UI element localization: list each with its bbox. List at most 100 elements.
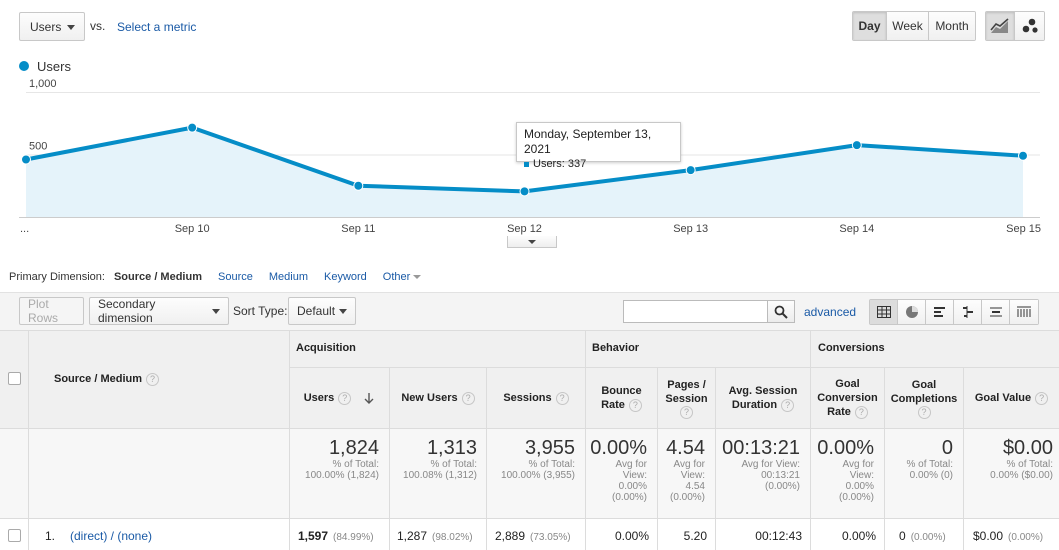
- column-goal-conversion-rate-label-1: Goal: [835, 378, 860, 390]
- row-users-pct: (84.99%): [333, 532, 374, 543]
- users-line-chart[interactable]: 1,000 500... Sep 10 Sep 11 Sep 12 Sep 13 Sep 1…: [0, 78, 1059, 238]
- total-users-value: 1,824: [328, 437, 379, 459]
- row-new-users-pct: (98.02%): [432, 532, 473, 543]
- total-goal-conversion-rate-detail-1: 0.00%: [845, 481, 874, 492]
- advanced-filter-link[interactable]: advanced: [804, 305, 857, 319]
- data-table-view-icon[interactable]: [870, 300, 898, 324]
- chart-collapse-toggle[interactable]: [507, 236, 557, 248]
- line-chart-icon[interactable]: [986, 12, 1015, 40]
- sort-descending-icon[interactable]: [363, 392, 375, 404]
- row-pages-session: 5.20: [683, 529, 707, 543]
- group-behavior: Behavior: [592, 342, 640, 354]
- column-new-users-label: New Users: [401, 392, 458, 404]
- column-goal-conversion-rate-label-2: Conversion: [817, 392, 878, 404]
- row-goal-value-pct: (0.00%): [1008, 532, 1044, 543]
- select-metric-link[interactable]: Select a metric: [117, 20, 197, 34]
- total-goal-conversion-rate-value: 0.00%: [817, 437, 874, 459]
- total-goal-conversion-rate-label-2: View:: [849, 470, 874, 481]
- total-new-users: 1,313 % of Total: 100.08% (1,312): [390, 437, 477, 481]
- row-goal-completions-value: 0: [899, 529, 906, 543]
- total-goal-completions-value: 0: [941, 437, 953, 459]
- column-sessions[interactable]: Sessions ?: [487, 368, 585, 428]
- total-goal-completions-label: % of Total:: [906, 459, 953, 470]
- table-search-input[interactable]: [623, 300, 768, 323]
- total-new-users-detail: 100.08% (1,312): [403, 470, 477, 481]
- column-source-medium-label: Source / Medium: [54, 373, 143, 385]
- column-users[interactable]: Users ?: [290, 368, 389, 428]
- total-sessions: 3,955 % of Total: 100.00% (3,955): [487, 437, 575, 481]
- total-pages-session: 4.54 Avg for View: 4.54 (0.00%): [658, 437, 705, 503]
- pivot-view-icon[interactable]: [1010, 300, 1038, 324]
- search-icon: [774, 305, 788, 319]
- help-icon[interactable]: ?: [854, 405, 868, 419]
- total-users: 1,824 % of Total: 100.00% (1,824): [290, 437, 379, 481]
- pie-chart-view-icon[interactable]: [898, 300, 926, 324]
- chart-tooltip: Monday, September 13, 2021 Users: 337: [516, 122, 681, 170]
- dimension-medium[interactable]: Medium: [268, 271, 308, 283]
- column-avg-session-duration[interactable]: Avg. Session Duration?: [716, 368, 810, 428]
- metric-select[interactable]: Users: [19, 12, 85, 41]
- total-new-users-label: % of Total:: [430, 459, 477, 470]
- help-icon[interactable]: ?: [146, 372, 160, 386]
- help-icon[interactable]: ?: [555, 391, 569, 405]
- data-point: [685, 165, 696, 176]
- total-avg-session-duration-detail-1: 00:13:21: [761, 470, 800, 481]
- help-icon[interactable]: ?: [461, 391, 475, 405]
- data-point: [353, 180, 364, 191]
- total-avg-session-duration: 00:13:21 Avg for View: 00:13:21 (0.00%): [716, 437, 800, 492]
- column-avg-session-duration-label-1: Avg. Session: [728, 385, 798, 397]
- total-sessions-value: 3,955: [524, 437, 575, 459]
- plot-rows-button[interactable]: Plot Rows: [19, 297, 84, 325]
- performance-view-icon[interactable]: [926, 300, 954, 324]
- x-tick-label: Sep 13: [673, 223, 708, 235]
- column-source-medium[interactable]: Source / Medium ?: [54, 370, 160, 388]
- comparison-view-icon[interactable]: [954, 300, 982, 324]
- total-new-users-value: 1,313: [426, 437, 477, 459]
- total-goal-value-label: % of Total:: [1006, 459, 1053, 470]
- dimension-keyword[interactable]: Keyword: [323, 271, 367, 283]
- column-new-users[interactable]: New Users ?: [390, 368, 486, 428]
- help-icon[interactable]: ?: [917, 405, 931, 419]
- day-button[interactable]: Day: [853, 12, 887, 40]
- column-pages-session-label-2: Session: [665, 392, 708, 405]
- total-goal-conversion-rate-label-1: Avg for: [842, 459, 875, 470]
- help-icon[interactable]: ?: [1035, 391, 1049, 405]
- total-avg-session-duration-value: 00:13:21: [722, 437, 800, 459]
- data-point: [519, 186, 530, 197]
- column-goal-value[interactable]: Goal Value ?: [964, 368, 1059, 428]
- row-sessions: 2,889 (73.05%): [495, 529, 571, 543]
- week-button[interactable]: Week: [887, 12, 929, 40]
- total-pages-session-label-2: View:: [680, 470, 705, 481]
- column-goal-completions[interactable]: Goal Completions ?: [885, 368, 963, 428]
- column-goal-conversion-rate[interactable]: Goal Conversion Rate?: [811, 368, 884, 428]
- select-all-checkbox[interactable]: [8, 372, 21, 385]
- row-checkbox[interactable]: [8, 529, 21, 542]
- term-cloud-view-icon[interactable]: [982, 300, 1010, 324]
- help-icon[interactable]: ?: [680, 405, 693, 419]
- data-point: [851, 140, 862, 151]
- column-goal-conversion-rate-label-3: Rate: [827, 406, 851, 418]
- dimension-source[interactable]: Source: [218, 271, 253, 283]
- row-goal-value: $0.00 (0.00%): [973, 529, 1043, 543]
- help-icon[interactable]: ?: [781, 398, 795, 412]
- secondary-dimension-select[interactable]: Secondary dimension: [89, 297, 229, 325]
- column-sessions-label: Sessions: [503, 392, 552, 404]
- total-bounce-rate-detail-2: (0.00%): [611, 492, 647, 503]
- dimension-other-label: Other: [382, 271, 411, 283]
- dimension-other-dropdown[interactable]: Other: [383, 271, 422, 283]
- total-goal-value-value: $0.00: [1002, 437, 1053, 459]
- column-bounce-rate-label-2: Rate: [601, 399, 625, 411]
- help-icon[interactable]: ?: [338, 391, 352, 405]
- y-tick-label: 500: [29, 141, 47, 153]
- help-icon[interactable]: ?: [628, 398, 642, 412]
- row-source-medium-link[interactable]: (direct) / (none): [70, 529, 153, 543]
- x-tick-label: Sep 11: [341, 223, 375, 235]
- search-button[interactable]: [767, 300, 795, 323]
- chevron-down-icon: [67, 25, 75, 30]
- table-view-buttons: [869, 299, 1039, 325]
- month-button[interactable]: Month: [929, 12, 975, 40]
- motion-chart-icon[interactable]: [1015, 12, 1044, 40]
- column-pages-session[interactable]: Pages / Session ?: [658, 368, 715, 428]
- column-bounce-rate[interactable]: Bounce Rate?: [586, 368, 657, 428]
- sort-type-select[interactable]: Default: [288, 297, 356, 325]
